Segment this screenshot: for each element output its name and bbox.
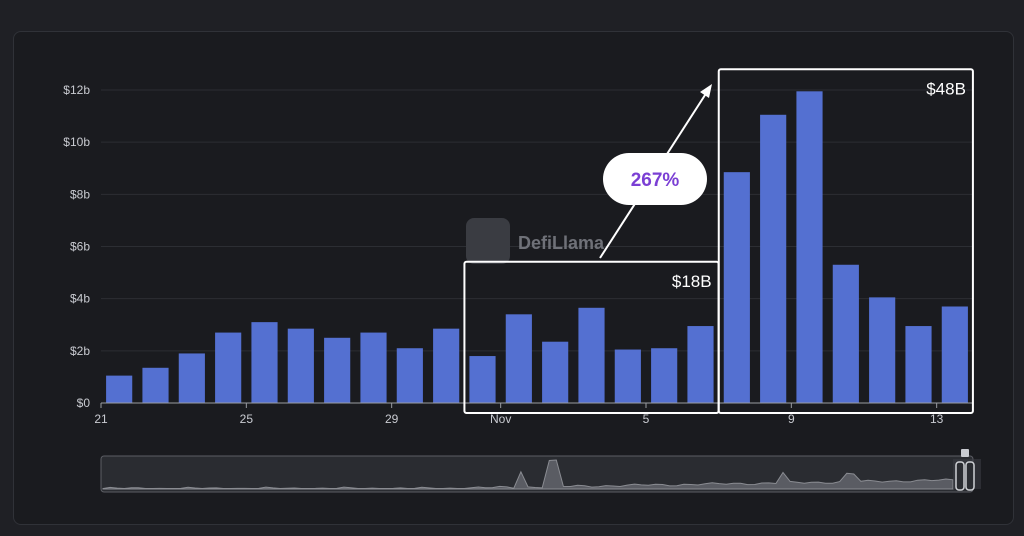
bar[interactable] bbox=[142, 367, 169, 403]
y-tick-label: $10b bbox=[63, 135, 90, 149]
watermark-text: DefiLlama bbox=[518, 233, 605, 253]
bar[interactable] bbox=[251, 322, 278, 403]
y-tick-label: $4b bbox=[70, 292, 90, 306]
bar[interactable] bbox=[796, 91, 823, 403]
annotation-rect-after bbox=[717, 68, 974, 414]
bar[interactable] bbox=[723, 172, 750, 403]
gridlines bbox=[101, 89, 973, 352]
bar[interactable] bbox=[396, 348, 423, 403]
bar[interactable] bbox=[941, 306, 968, 403]
bar[interactable] bbox=[287, 328, 314, 403]
x-tick-label: Nov bbox=[490, 412, 511, 426]
y-tick-label: $12b bbox=[63, 83, 90, 97]
range-slider-handle-right[interactable] bbox=[965, 461, 975, 491]
x-tick-label: 25 bbox=[240, 412, 254, 426]
range-slider-handle-left[interactable] bbox=[955, 461, 965, 491]
x-axis: 21 25 29 Nov 5 9 13 bbox=[94, 402, 973, 426]
bar[interactable] bbox=[324, 337, 351, 403]
x-tick-label: 9 bbox=[788, 412, 795, 426]
growth-badge-pill bbox=[603, 153, 707, 205]
bar[interactable] bbox=[651, 348, 678, 403]
bar[interactable] bbox=[469, 356, 496, 403]
y-tick-label: $6b bbox=[70, 240, 90, 254]
llama-logo-icon bbox=[466, 218, 510, 264]
y-tick-label: $0 bbox=[77, 396, 91, 410]
annotation-box-after: $48B bbox=[717, 68, 974, 414]
bar[interactable] bbox=[869, 297, 896, 403]
x-tick-label: 21 bbox=[94, 412, 108, 426]
bar[interactable] bbox=[106, 375, 133, 403]
bar[interactable] bbox=[760, 114, 787, 403]
bar[interactable] bbox=[614, 349, 641, 403]
bars bbox=[106, 91, 968, 403]
range-slider-preview bbox=[102, 459, 954, 490]
y-axis: $0 $2b $4b $6b $8b $10b $12b bbox=[63, 83, 90, 410]
range-slider[interactable] bbox=[100, 449, 981, 493]
bar[interactable] bbox=[687, 326, 714, 403]
bar[interactable] bbox=[542, 341, 569, 403]
bar[interactable] bbox=[505, 314, 532, 403]
bar[interactable] bbox=[832, 264, 859, 403]
arrow-head-icon bbox=[700, 84, 712, 98]
bar[interactable] bbox=[215, 332, 242, 403]
bar[interactable] bbox=[433, 328, 460, 403]
y-tick-label: $8b bbox=[70, 187, 90, 201]
annotation-label-after: $48B bbox=[926, 79, 966, 98]
x-tick-label: 29 bbox=[385, 412, 399, 426]
bar[interactable] bbox=[578, 307, 605, 403]
growth-badge: 267% bbox=[603, 153, 707, 205]
range-slider-grip-icon[interactable] bbox=[961, 449, 969, 457]
y-tick-label: $2b bbox=[70, 344, 90, 358]
annotation-label-before: $18B bbox=[672, 272, 712, 291]
x-tick-label: 5 bbox=[643, 412, 650, 426]
x-tick-label: 13 bbox=[930, 412, 944, 426]
bar[interactable] bbox=[178, 353, 205, 403]
bar[interactable] bbox=[360, 332, 387, 403]
bar[interactable] bbox=[905, 326, 932, 403]
growth-badge-text: 267% bbox=[631, 170, 680, 191]
watermark: DefiLlama bbox=[466, 218, 605, 264]
